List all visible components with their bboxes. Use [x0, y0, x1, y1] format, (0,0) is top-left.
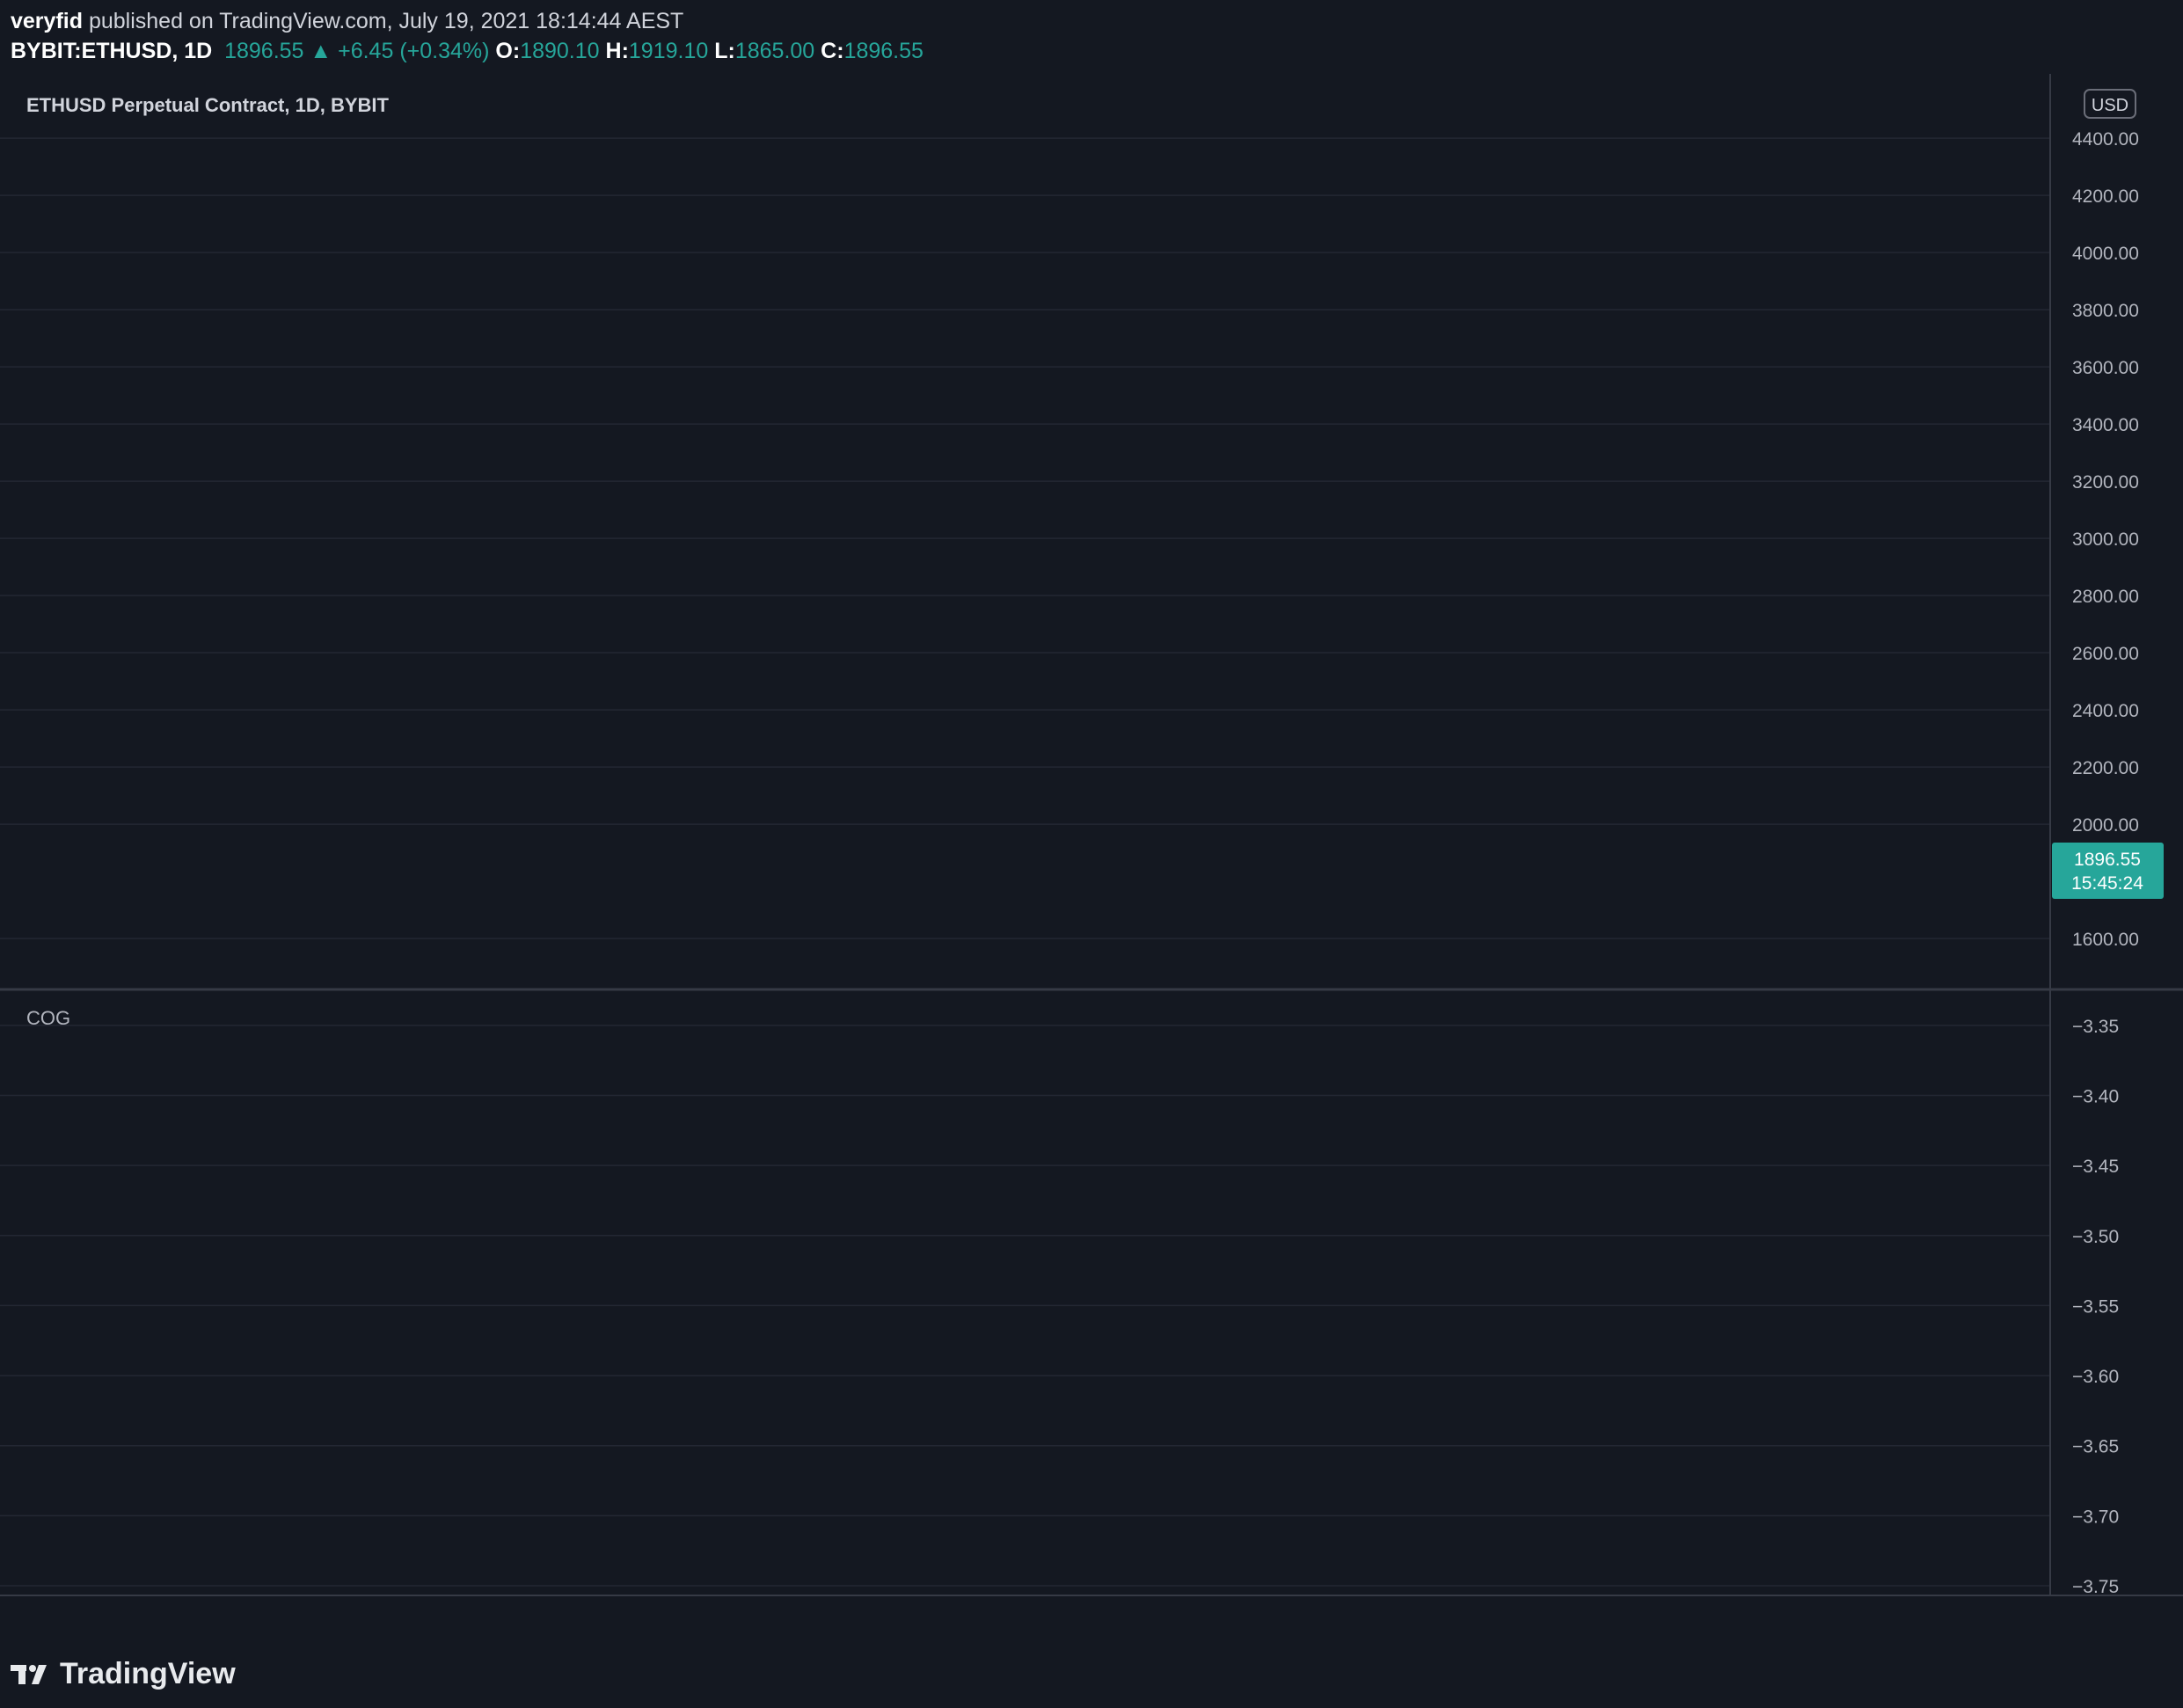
low-label: L: [714, 39, 735, 63]
publisher-name[interactable]: veryfid [11, 9, 83, 33]
price-axis-tick-label: 2600.00 [2072, 644, 2139, 664]
price-axis-tick-label: 2200.00 [2072, 758, 2139, 778]
last-price-label: 1896.55 [2074, 850, 2141, 870]
last-price: 1896.55 [224, 39, 304, 63]
high-label: H: [605, 39, 629, 63]
indicator-pane-title: COG [26, 1007, 70, 1029]
cog-axis-tick-label: −3.40 [2072, 1086, 2119, 1106]
chart-background [0, 74, 2183, 1636]
cog-axis-tick-label: −3.75 [2072, 1577, 2119, 1597]
chart-canvas[interactable]: 4400.00 4200.00 4000.00 3800.00 3600.00 3400.… [0, 74, 2183, 1636]
publish-line: veryfid published on TradingView.com, Ju… [11, 9, 683, 34]
cog-axis-tick-label: −3.55 [2072, 1296, 2119, 1317]
close-label: C: [821, 39, 844, 63]
price-axis-tick-label: 3200.00 [2072, 472, 2139, 493]
axes: 4400.00 4200.00 4000.00 3800.00 3600.00 3400.… [2072, 129, 2139, 1597]
price-axis-tick-label: 3000.00 [2072, 529, 2139, 550]
price-axis-tick-label: 1600.00 [2072, 930, 2139, 950]
cog-axis-tick-label: −3.35 [2072, 1017, 2119, 1037]
price-axis-tick-label: 3600.00 [2072, 358, 2139, 378]
cog-axis-tick-label: −3.70 [2072, 1507, 2119, 1527]
symbol-label[interactable]: BYBIT:ETHUSD, 1D [11, 39, 213, 63]
open-value: 1890.10 [520, 39, 600, 63]
tradingview-logo-text: TradingView [60, 1657, 236, 1690]
price-axis-tick-label: 3400.00 [2072, 415, 2139, 435]
price-axis-tick-label: 4400.00 [2072, 129, 2139, 150]
currency-label: USD [2092, 96, 2128, 115]
price-axis-tick-label: 2000.00 [2072, 815, 2139, 836]
chart-header: veryfid published on TradingView.com, Ju… [0, 0, 2183, 72]
cog-axis-tick-label: −3.50 [2072, 1227, 2119, 1247]
ohlc-line: BYBIT:ETHUSD, 1D 1896.55 ▲ +6.45 (+0.34%… [11, 39, 924, 64]
countdown-label: 15:45:24 [2071, 873, 2143, 894]
close-value: 1896.55 [843, 39, 924, 63]
footer: TradingView [0, 1638, 2183, 1708]
open-label: O: [495, 39, 521, 63]
high-value: 1919.10 [628, 39, 709, 63]
tradingview-logo-icon [11, 1664, 47, 1684]
price-axis-tick-label: 2400.00 [2072, 701, 2139, 721]
low-value: 1865.00 [734, 39, 815, 63]
price-axis-tick-label: 3800.00 [2072, 301, 2139, 321]
price-axis-tick-label: 4200.00 [2072, 186, 2139, 207]
cog-axis-tick-label: −3.45 [2072, 1157, 2119, 1177]
price-change: ▲ +6.45 (+0.34%) [310, 39, 490, 63]
cog-axis-tick-label: −3.60 [2072, 1367, 2119, 1387]
tradingview-logo[interactable]: TradingView [11, 1657, 236, 1691]
cog-axis-tick-label: −3.65 [2072, 1437, 2119, 1457]
price-axis-tick-label: 4000.00 [2072, 244, 2139, 264]
currency-badge[interactable]: USD [2084, 89, 2136, 119]
price-pane-title: ETHUSD Perpetual Contract, 1D, BYBIT [26, 94, 390, 116]
grid-lines [0, 137, 2050, 1587]
price-axis-tick-label: 2800.00 [2072, 587, 2139, 607]
chart-frame [0, 74, 2183, 1596]
last-price-marker: 1896.55 15:45:24 [2052, 843, 2164, 899]
published-text: published on TradingView.com, July 19, 2… [88, 9, 684, 33]
